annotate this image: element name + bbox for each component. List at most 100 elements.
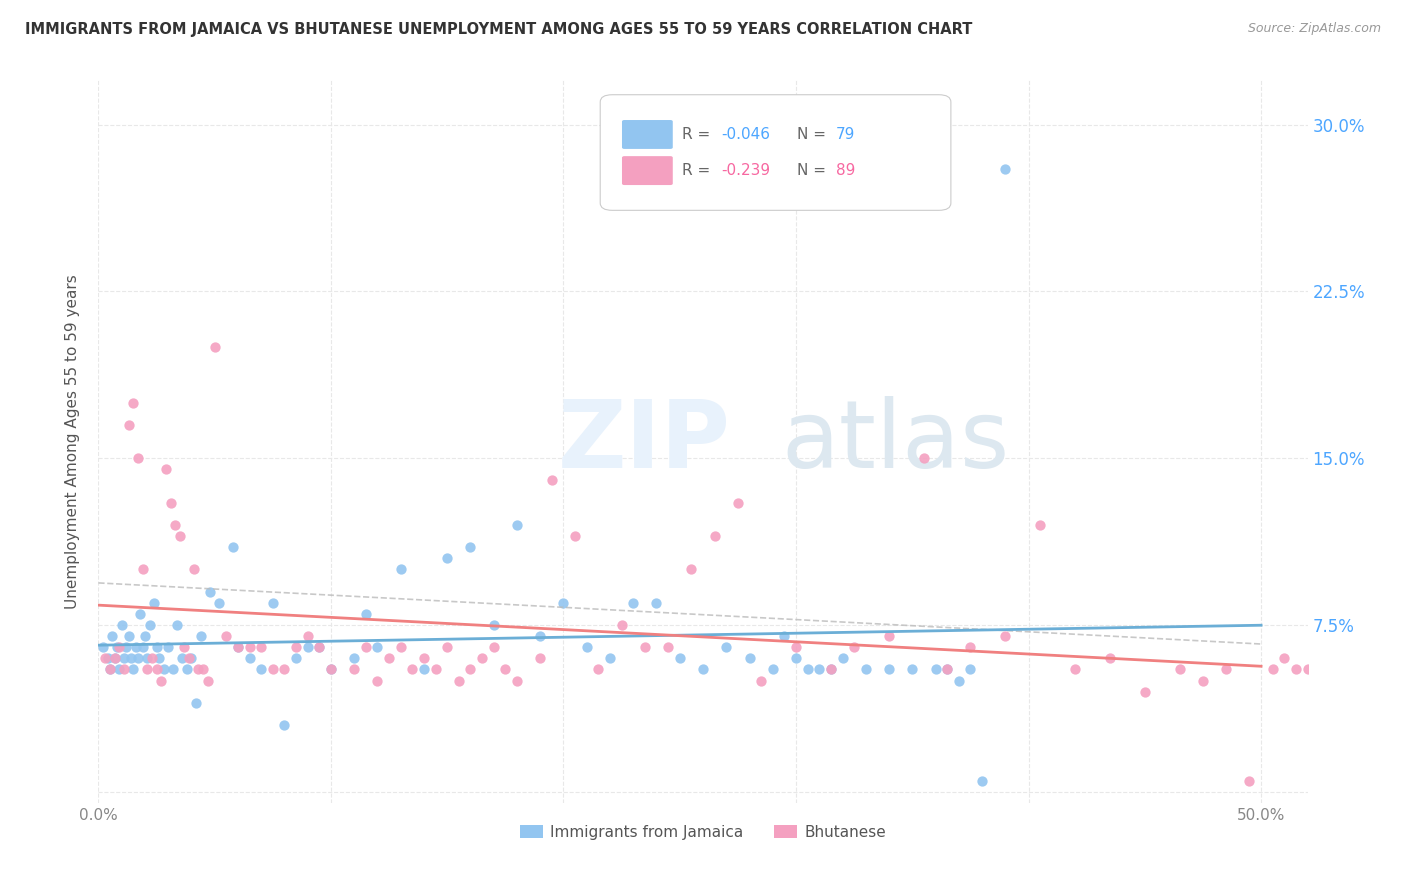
Point <box>681 562 703 576</box>
Point <box>183 562 205 576</box>
Point <box>1400 673 1406 688</box>
FancyBboxPatch shape <box>621 120 672 149</box>
Point <box>222 540 245 554</box>
Point <box>273 662 295 676</box>
Point <box>239 651 262 665</box>
Point <box>104 651 127 665</box>
Text: 79: 79 <box>837 127 855 142</box>
Point <box>529 651 551 665</box>
Point <box>354 607 377 621</box>
Point <box>250 640 273 655</box>
Point <box>141 651 163 665</box>
Point <box>98 662 121 676</box>
Point <box>482 618 505 632</box>
Point <box>120 651 142 665</box>
Point <box>145 662 167 676</box>
Point <box>575 640 598 655</box>
Point <box>112 662 135 676</box>
Point <box>1378 673 1400 688</box>
Point <box>994 629 1017 643</box>
Text: Source: ZipAtlas.com: Source: ZipAtlas.com <box>1247 22 1381 36</box>
Point <box>1308 662 1330 676</box>
Point <box>1296 662 1319 676</box>
Point <box>1331 662 1354 676</box>
Point <box>703 529 725 543</box>
Point <box>169 529 191 543</box>
Point <box>155 462 177 476</box>
Point <box>1168 662 1191 676</box>
Point <box>108 640 131 655</box>
Point <box>436 551 458 566</box>
Point <box>540 474 562 488</box>
Point <box>460 540 482 554</box>
Point <box>101 629 124 643</box>
Point <box>150 673 173 688</box>
Point <box>378 651 401 665</box>
Text: -0.239: -0.239 <box>721 163 770 178</box>
Point <box>1239 773 1261 788</box>
Legend: Immigrants from Jamaica, Bhutanese: Immigrants from Jamaica, Bhutanese <box>513 819 893 846</box>
Point <box>471 651 494 665</box>
Point <box>127 451 149 466</box>
Point <box>401 662 423 676</box>
Point <box>262 662 284 676</box>
Point <box>180 651 202 665</box>
Point <box>716 640 738 655</box>
Text: N =: N = <box>797 127 831 142</box>
Point <box>94 651 117 665</box>
Point <box>118 417 141 432</box>
Point <box>1367 673 1389 688</box>
Point <box>148 651 170 665</box>
Point <box>1285 662 1308 676</box>
Point <box>1192 673 1215 688</box>
Text: -0.046: -0.046 <box>721 127 770 142</box>
Point <box>319 662 342 676</box>
Point <box>131 640 153 655</box>
Point <box>297 640 319 655</box>
Point <box>122 395 145 409</box>
Text: 89: 89 <box>837 163 855 178</box>
Point <box>226 640 249 655</box>
Point <box>447 673 470 688</box>
Point <box>208 596 231 610</box>
Point <box>820 662 842 676</box>
Point <box>936 662 959 676</box>
Text: R =: R = <box>682 127 716 142</box>
Point <box>1215 662 1237 676</box>
Point <box>668 651 690 665</box>
Point <box>564 529 586 543</box>
Point <box>152 662 174 676</box>
Point <box>657 640 679 655</box>
Point <box>645 596 668 610</box>
FancyBboxPatch shape <box>600 95 950 211</box>
Point <box>529 629 551 643</box>
Point <box>104 651 127 665</box>
Point <box>506 673 529 688</box>
Point <box>599 651 621 665</box>
Point <box>173 640 195 655</box>
Point <box>1261 662 1284 676</box>
Point <box>785 640 807 655</box>
Point <box>111 618 134 632</box>
Point <box>250 662 273 676</box>
Point <box>948 673 970 688</box>
Text: N =: N = <box>797 163 831 178</box>
Point <box>176 662 198 676</box>
Point <box>157 640 180 655</box>
Point <box>172 651 194 665</box>
Point <box>143 596 166 610</box>
Point <box>308 640 330 655</box>
Point <box>425 662 447 676</box>
Point <box>343 662 366 676</box>
Point <box>129 607 152 621</box>
Point <box>308 640 330 655</box>
Point <box>877 629 900 643</box>
Point <box>239 640 262 655</box>
Point <box>588 662 610 676</box>
Point <box>262 596 284 610</box>
Point <box>901 662 924 676</box>
Point <box>762 662 785 676</box>
Point <box>749 673 772 688</box>
Point <box>482 640 505 655</box>
Point <box>204 340 226 354</box>
